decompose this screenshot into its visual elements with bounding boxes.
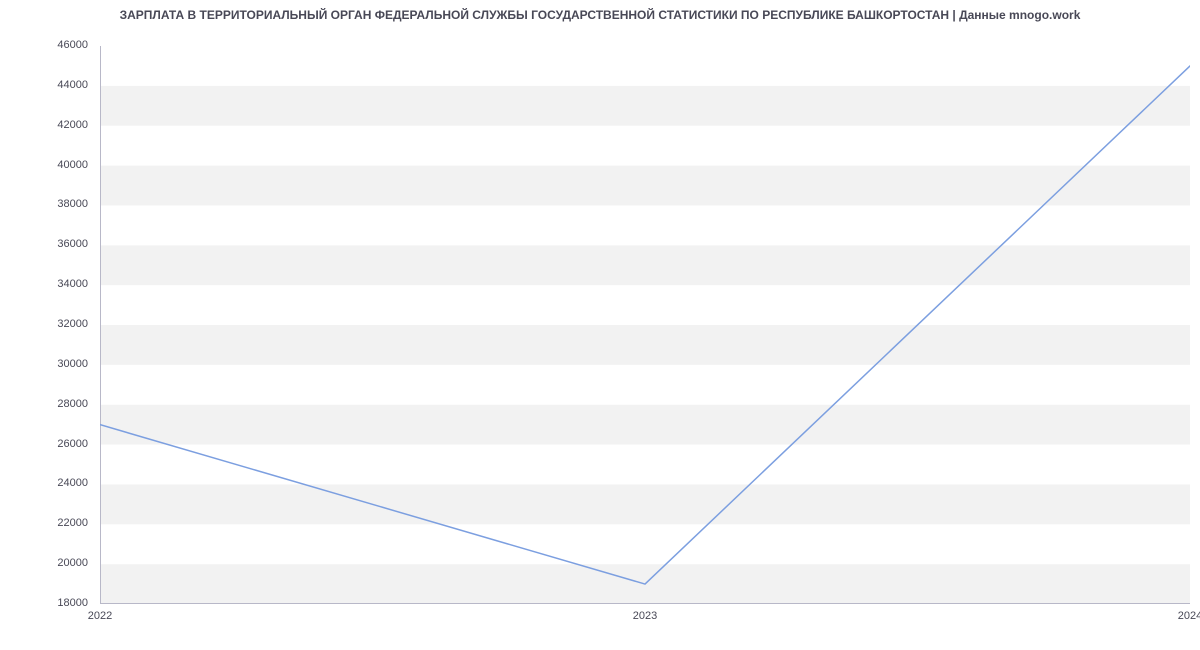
- y-axis-tick-label: 22000: [0, 517, 88, 529]
- chart-plot-area: [100, 46, 1190, 604]
- x-axis-tick-label: 2023: [605, 610, 685, 622]
- y-axis-tick-label: 18000: [0, 597, 88, 609]
- y-axis-tick-label: 20000: [0, 557, 88, 569]
- y-axis-tick-label: 24000: [0, 477, 88, 489]
- chart-title: ЗАРПЛАТА В ТЕРРИТОРИАЛЬНЫЙ ОРГАН ФЕДЕРАЛ…: [0, 8, 1200, 22]
- y-axis-tick-label: 32000: [0, 318, 88, 330]
- y-axis-tick-label: 36000: [0, 238, 88, 250]
- y-axis-tick-label: 44000: [0, 79, 88, 91]
- y-axis-tick-label: 34000: [0, 278, 88, 290]
- y-axis-tick-label: 46000: [0, 39, 88, 51]
- line-chart: ЗАРПЛАТА В ТЕРРИТОРИАЛЬНЫЙ ОРГАН ФЕДЕРАЛ…: [0, 0, 1200, 650]
- x-axis-tick-label: 2022: [60, 610, 140, 622]
- y-axis-tick-label: 26000: [0, 438, 88, 450]
- y-axis-tick-label: 42000: [0, 119, 88, 131]
- y-axis-tick-label: 28000: [0, 398, 88, 410]
- y-axis-tick-label: 30000: [0, 358, 88, 370]
- y-axis-tick-label: 40000: [0, 159, 88, 171]
- y-axis-tick-label: 38000: [0, 198, 88, 210]
- x-axis-tick-label: 2024: [1150, 610, 1200, 622]
